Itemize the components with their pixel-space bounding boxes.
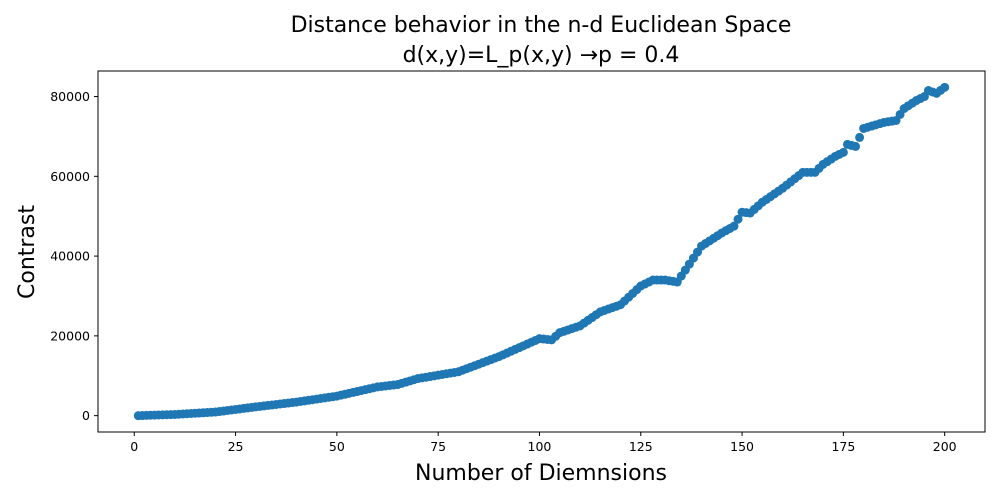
x-tick-label: 75 <box>430 439 446 454</box>
y-tick-label: 60000 <box>50 169 90 184</box>
chart-title: Distance behavior in the n-d Euclidean S… <box>291 13 792 38</box>
x-tick-label: 100 <box>528 439 552 454</box>
chart-subtitle: d(x,y)=L_p(x,y) →p = 0.4 <box>403 43 680 68</box>
plot-frame <box>97 70 986 433</box>
x-tick-label: 50 <box>329 439 345 454</box>
y-tick-label: 40000 <box>50 249 90 264</box>
x-tick-label: 175 <box>831 439 855 454</box>
point <box>838 147 848 157</box>
x-tick-label: 200 <box>933 439 957 454</box>
point <box>855 132 865 142</box>
point <box>733 214 743 224</box>
point <box>851 141 861 151</box>
y-tick-label: 80000 <box>50 89 90 104</box>
x-tick-label: 150 <box>730 439 754 454</box>
y-tick-label: 0 <box>82 408 90 423</box>
point <box>729 221 739 231</box>
x-tick-label: 25 <box>228 439 244 454</box>
x-axis-label: Number of Diemnsions <box>415 461 667 486</box>
y-axis-label: Contrast <box>15 205 40 299</box>
x-tick-label: 125 <box>629 439 653 454</box>
y-tick-label: 20000 <box>50 328 90 343</box>
x-tick-label: 0 <box>130 439 138 454</box>
point <box>940 82 950 92</box>
